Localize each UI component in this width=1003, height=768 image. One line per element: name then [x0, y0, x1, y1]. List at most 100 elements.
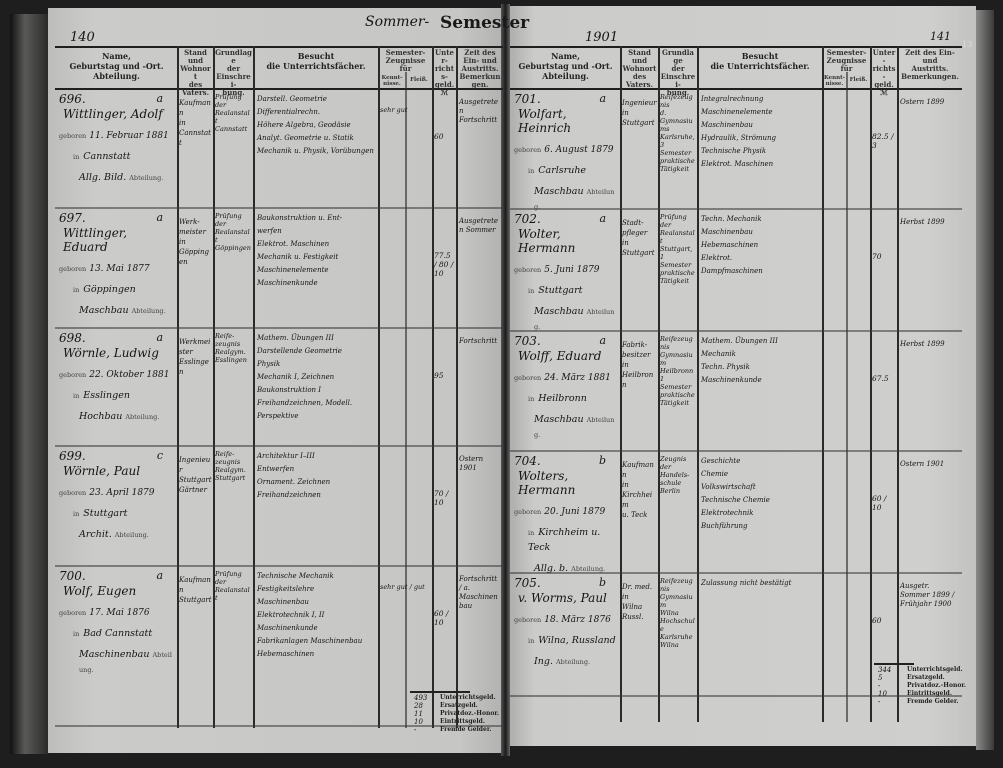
place-line: in Kirchheim u. Teck: [514, 524, 616, 554]
name-cell: 702. a Wolter, Hermann geboren 5. Juni 1879 i…: [514, 212, 616, 333]
entry-number: 701.: [514, 92, 541, 106]
birth-date: 11. Februar 1881: [89, 131, 169, 141]
father-info: Esslingen: [179, 358, 209, 376]
subject: Technische Chemie: [701, 496, 770, 504]
subjects-cell: Darstell. Geometrie Differentialrechn. Höh…: [257, 93, 376, 158]
born-line: geboren 18. März 1876: [514, 611, 616, 626]
enrollment-basis: Prüfung: [215, 570, 242, 578]
subject: Festigkeitslehre: [257, 585, 315, 593]
department: Maschbau: [79, 305, 129, 316]
totals-label: Privatdoz.-Honor.: [440, 710, 500, 717]
father-info: Stuttgart: [622, 249, 655, 257]
father-info: Ingenieur: [622, 99, 657, 107]
department: Ing.: [534, 656, 553, 667]
entry-header-line: 703. a: [514, 334, 616, 348]
entry-number: 699.: [59, 449, 86, 463]
born-line: geboren 5. Juni 1879: [514, 261, 616, 276]
enrollment-basis: Stuttgart,: [660, 245, 693, 253]
subject: Perspektive: [257, 412, 299, 420]
enrollment-basis: Realgym.: [215, 466, 246, 474]
enrollment-basis: zeugnis: [215, 340, 241, 348]
subjects-cell: Integralrechnung Maschinenelemente Maschin…: [701, 93, 820, 171]
father-cell: Kaufmann in Kirchheim u. Teck: [622, 460, 657, 520]
department-label: Abteilung.: [79, 651, 172, 674]
born-label: geboren: [514, 374, 542, 382]
department-line: Allg. Bild. Abteilung.: [59, 169, 173, 184]
enrollment-basis: schule: [660, 479, 682, 487]
book-gutter: [501, 4, 510, 756]
father-info: Ingenieur: [179, 456, 211, 474]
row-divider: [55, 207, 503, 209]
totals-value: -: [878, 682, 881, 690]
father-info: in: [622, 361, 629, 369]
entry-header-line: 704. b: [514, 454, 616, 468]
totals-label: Privatdoz.-Honor.: [907, 682, 967, 689]
tuition-fee: 95: [434, 371, 444, 380]
column-subheader-fleiss: Fleiß.: [410, 77, 428, 83]
tuition-fee: 60 / 10: [872, 494, 887, 512]
entry-class: a: [156, 92, 163, 105]
column-header-zeit: Zeit des Ein- und Austritts. Bemerkungen…: [459, 48, 501, 89]
birth-date: 5. Juni 1879: [544, 265, 600, 275]
totals-value: 11: [414, 710, 423, 718]
subject: Maschinenbau: [701, 228, 753, 236]
entry-remark: Ausgetreten Sommer: [459, 217, 499, 234]
enrollment-basis: Stuttgart: [215, 474, 246, 482]
enrollment-basis-cell: Prüfung der Realanstalt: [215, 570, 252, 602]
subject: Elektrot. Maschinen: [701, 160, 774, 168]
enrollment-basis: der: [660, 221, 672, 229]
birth-place: Heilbronn: [538, 393, 587, 404]
in-label: in: [73, 392, 80, 400]
totals-label: Unterrichtsgeld.: [440, 694, 496, 701]
birth-date: 22. Oktober 1881: [89, 370, 170, 380]
entry-class: a: [156, 211, 163, 224]
column-subdivider: [405, 72, 407, 728]
enrollment-basis-cell: Prüfung der Realanstalt Stuttgart, 1 Semeste…: [660, 213, 696, 285]
entry-remark: Herbst 1899: [900, 340, 945, 348]
column-header-zeit: Zeit des Ein- und Austritts. Bemerkungen…: [901, 48, 959, 81]
subjects-cell: Mathem. Übungen III Darstellende Geometri…: [257, 332, 376, 423]
department: Allg. Bild.: [79, 172, 127, 183]
birth-date: 23. April 1879: [89, 488, 155, 498]
place-line: in Wilna, Russland: [514, 632, 616, 647]
entry-number: 702.: [514, 212, 541, 226]
book-edge-right: [976, 10, 994, 750]
place-line: in Carlsruhe: [514, 162, 616, 177]
subject: Physik: [257, 360, 281, 368]
enrollment-basis: Karlsruhe: [660, 633, 693, 641]
born-label: geboren: [59, 132, 87, 140]
entry-header-line: 705. b: [514, 576, 616, 590]
column-header-besucht: Besucht die Unterrichtsfächer.: [266, 51, 366, 71]
father-info: in: [622, 109, 629, 117]
entry-header-line: 702. a: [514, 212, 616, 226]
subject: Mechanik u. Physik, Vorübungen: [257, 147, 374, 155]
father-info: Kaufmann: [179, 99, 211, 117]
entry-class: a: [599, 212, 606, 225]
entry-header-line: 697. a: [59, 211, 173, 225]
enrollment-basis: Realgym.: [215, 348, 246, 356]
father-info: besitzer: [622, 351, 651, 359]
birth-date: 17. Mai 1876: [89, 608, 150, 618]
column-header-besucht: Besucht die Unterrichtsfächer.: [710, 51, 810, 71]
place-line: in Bad Cannstatt: [59, 625, 173, 640]
enrollment-basis: der: [215, 578, 227, 586]
department-line: Allg. b. Abteilung.: [514, 560, 616, 575]
enrollment-basis: 3 Semester: [660, 141, 692, 157]
student-name: Wittlinger, Adolf: [63, 107, 163, 121]
entry-remark: Fortschritt: [459, 337, 498, 345]
subject: Analyt. Geometrie u. Statik: [257, 134, 354, 142]
name-cell: 701. a Wolfart, Heinrich geboren 6. August 1…: [514, 92, 616, 213]
father-info: Dr. med.: [622, 583, 653, 591]
department-line: Hochbau Abteilung.: [59, 408, 173, 423]
enrollment-basis-cell: Reifezeugnis d. Gymnasiums Karlsruhe, 3 Sem…: [660, 93, 696, 173]
birth-place: Cannstatt: [83, 151, 131, 162]
column-divider: [378, 46, 380, 728]
subject: Differentialrechn.: [257, 108, 321, 116]
born-label: geboren: [59, 371, 87, 379]
birth-place: Göppingen: [83, 284, 136, 295]
column-divider: [432, 46, 434, 728]
enrollment-basis-cell: Prüfung der Realanstalt Göppingen: [215, 212, 252, 252]
enrollment-basis: Reife-: [215, 450, 235, 458]
department-line: Maschbau Abteilung.: [514, 411, 616, 441]
column-header-name: Name, Geburtstag und -Ort. Abteilung.: [518, 51, 613, 81]
